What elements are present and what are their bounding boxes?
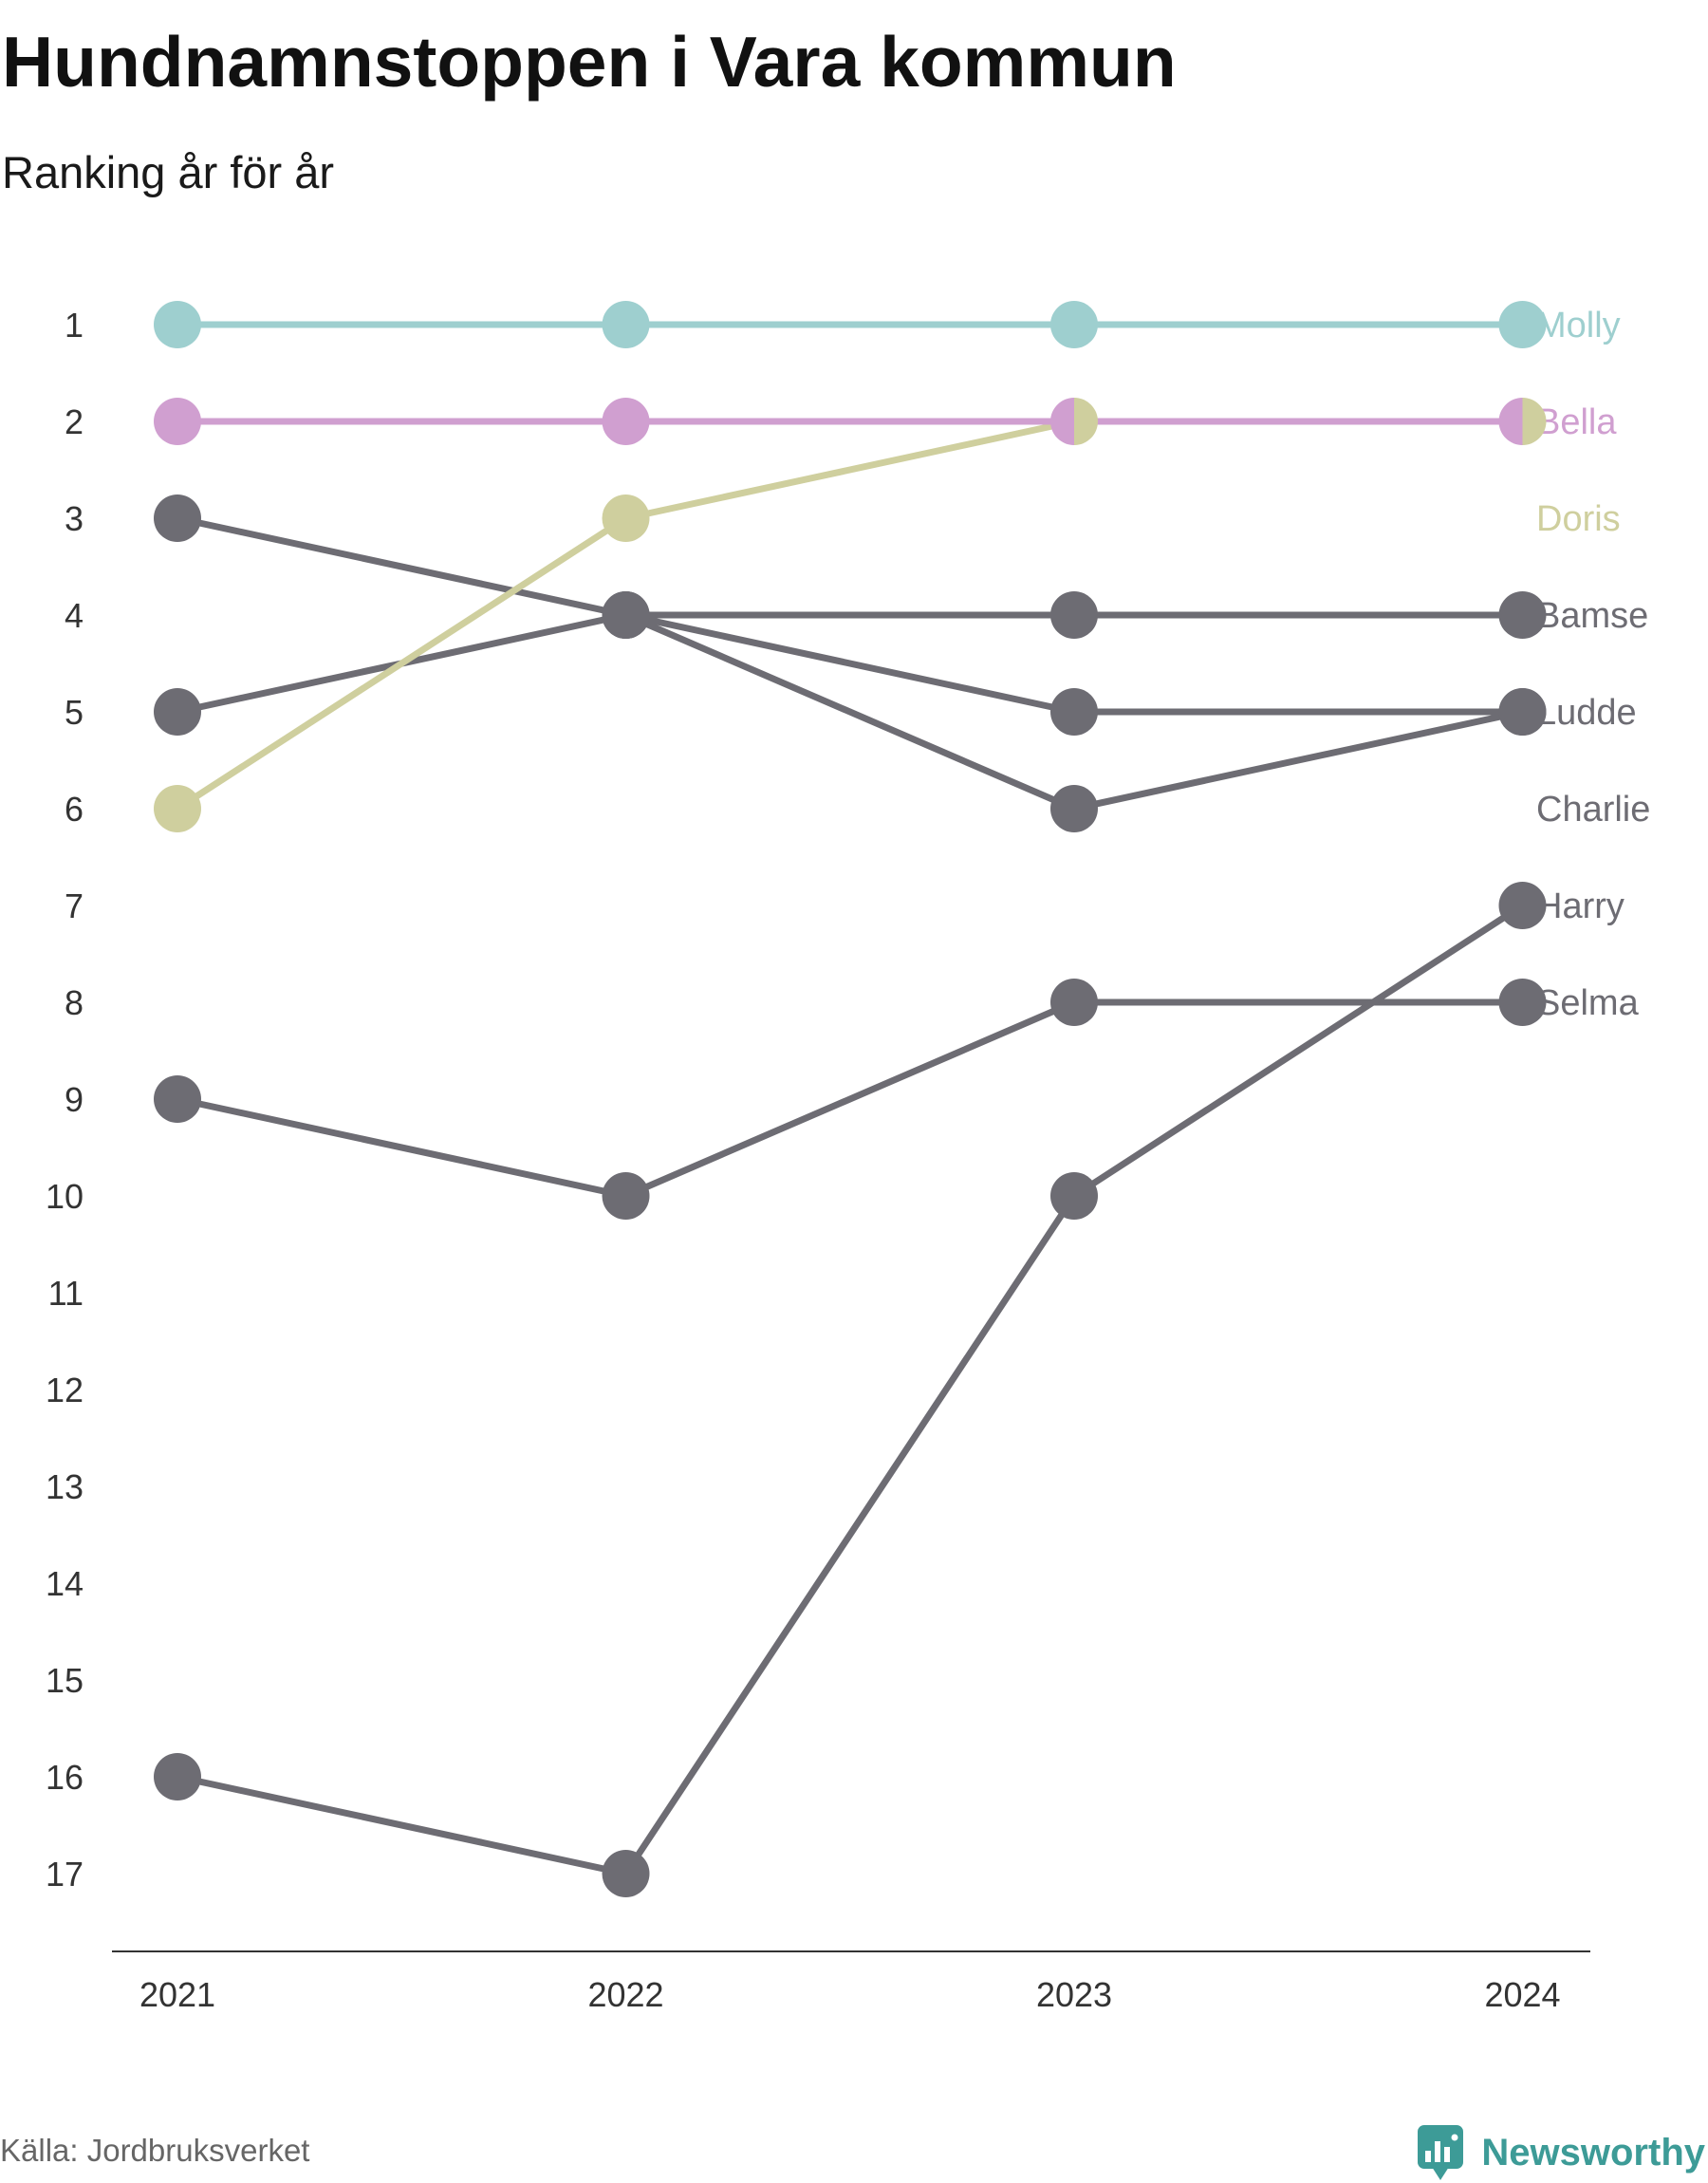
marker-harry-2024 (1498, 882, 1547, 929)
marker-selma-2021 (154, 1075, 201, 1123)
series-lines (174, 321, 1526, 1877)
marker-charlie-2024 (1498, 688, 1547, 736)
newsworthy-logo-text: Newsworthy (1481, 2132, 1705, 2174)
series-line-harry (174, 902, 1526, 1877)
x-axis: 2021 2022 2023 2024 (112, 1950, 1590, 2014)
y-tick-label-12: 12 (46, 1371, 84, 1409)
series-label-molly: Molly (1536, 306, 1621, 345)
y-tick-label-8: 8 (65, 983, 84, 1022)
marker-charlie-2022 (602, 591, 650, 639)
y-tick-label-9: 9 (65, 1080, 84, 1119)
marker-molly-2023 (1050, 301, 1098, 348)
x-axis-tick-labels: 2021 2022 2023 2024 (139, 1975, 1561, 2014)
marker-bamse-2023 (1050, 591, 1098, 639)
y-tick-label-17: 17 (46, 1855, 84, 1894)
marker-bella-2023 (1050, 398, 1074, 445)
y-tick-label-11: 11 (48, 1274, 84, 1313)
series-label-bamse: Bamse (1536, 596, 1648, 636)
marker-selma-2022 (602, 1172, 650, 1220)
chart-subtitle: Ranking år för år (2, 147, 334, 197)
y-tick-label-7: 7 (65, 886, 84, 925)
marker-doris-2022 (602, 494, 650, 542)
marker-molly-2024 (1498, 301, 1547, 348)
marker-harry-2022 (602, 1850, 650, 1897)
series-line-selma (174, 998, 1526, 1200)
y-tick-label-5: 5 (65, 693, 84, 732)
y-tick-label-3: 3 (65, 499, 84, 538)
series-markers (154, 301, 1547, 1897)
bar-chart-bubble-icon (1418, 2125, 1463, 2180)
chart-title: Hundnamnstoppen i Vara kommun (2, 22, 1177, 102)
y-tick-label-6: 6 (65, 790, 84, 829)
source-note: Källa: Jordbruksverket (0, 2133, 309, 2168)
y-tick-label-1: 1 (65, 306, 84, 345)
series-label-ludde: Ludde (1536, 693, 1637, 733)
x-tick-label-2023: 2023 (1036, 1975, 1112, 2014)
y-tick-label-14: 14 (46, 1564, 84, 1603)
y-tick-label-15: 15 (46, 1661, 84, 1700)
marker-selma-2023 (1050, 979, 1098, 1026)
y-tick-label-10: 10 (46, 1177, 84, 1216)
marker-bamse-2024 (1498, 591, 1547, 639)
marker-doris-2023 (1074, 398, 1098, 445)
marker-bamse-2021 (154, 688, 201, 736)
x-tick-label-2022: 2022 (587, 1975, 663, 2014)
marker-charlie-2023 (1050, 785, 1098, 832)
marker-bella-2024 (1498, 398, 1523, 445)
x-tick-label-2024: 2024 (1484, 1975, 1560, 2014)
y-tick-label-16: 16 (46, 1758, 84, 1797)
newsworthy-logo: Newsworthy (1418, 2125, 1706, 2180)
series-label-selma: Selma (1536, 983, 1640, 1023)
marker-bella-2022 (602, 398, 650, 445)
marker-harry-2023 (1050, 1172, 1098, 1220)
marker-ludde-2021 (154, 494, 201, 542)
x-tick-label-2021: 2021 (139, 1975, 215, 2014)
marker-doris-2024 (1522, 398, 1547, 445)
y-tick-label-2: 2 (65, 402, 84, 441)
marker-doris-2021 (154, 785, 201, 832)
marker-harry-2021 (154, 1753, 201, 1801)
marker-molly-2021 (154, 301, 201, 348)
series-line-ludde (174, 514, 1526, 716)
marker-bella-2021 (154, 398, 201, 445)
y-tick-label-4: 4 (65, 596, 84, 635)
series-label-doris: Doris (1536, 499, 1621, 539)
marker-selma-2024 (1498, 979, 1547, 1026)
series-label-harry: Harry (1536, 886, 1624, 926)
marker-ludde-2023 (1050, 688, 1098, 736)
marker-molly-2022 (602, 301, 650, 348)
series-label-charlie: Charlie (1536, 790, 1650, 830)
series-labels: Molly Bella Doris Bamse Ludde Charlie Harry Sel… (1536, 306, 1650, 1023)
y-tick-label-13: 13 (46, 1467, 84, 1506)
series-label-bella: Bella (1536, 402, 1617, 442)
